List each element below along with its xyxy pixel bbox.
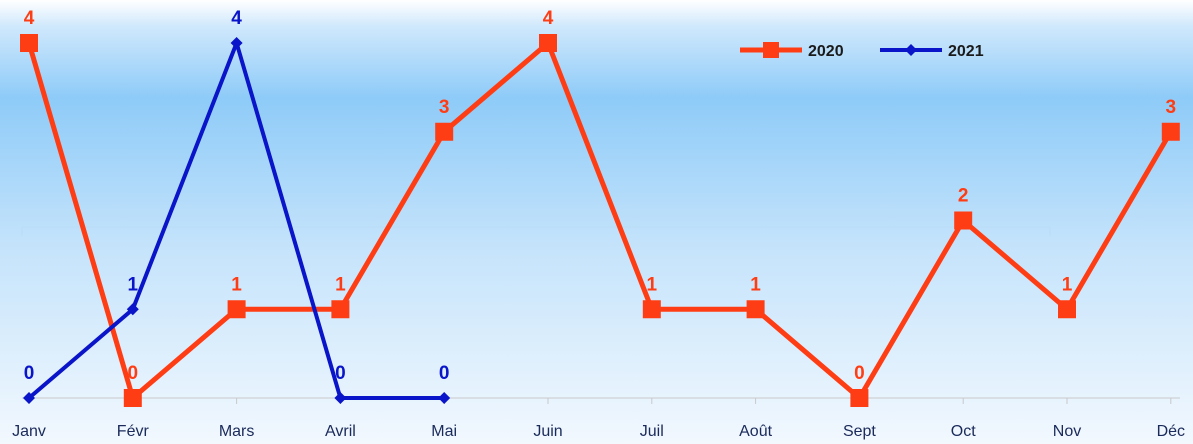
legend: 2020 2021 [740, 42, 984, 60]
legend-label-2021: 2021 [948, 43, 984, 60]
x-tick-label: Nov [1053, 423, 1081, 440]
data-label-2020: 1 [750, 274, 761, 295]
x-tick-label: Févr [117, 423, 150, 440]
data-point-2020 [20, 34, 38, 52]
data-label-2020: 1 [335, 274, 346, 295]
data-point-2020 [227, 300, 246, 319]
data-point-2021 [230, 37, 243, 49]
legend-marker-2021 [905, 44, 917, 56]
x-tick-label: Mars [219, 423, 255, 440]
x-tick-label: Juin [533, 423, 562, 440]
data-label-2021: 0 [439, 363, 450, 384]
data-label-2020: 1 [1062, 274, 1073, 295]
data-label-2020: 2 [958, 186, 969, 207]
x-tick-label: Déc [1157, 423, 1185, 440]
data-point-2020 [123, 389, 142, 407]
x-tick-label: Août [739, 423, 772, 440]
legend-marker-2020 [763, 42, 779, 58]
x-tick-label: Juil [640, 423, 664, 440]
data-label-2021: 0 [24, 363, 35, 384]
data-point-2020 [642, 300, 661, 319]
data-point-2020 [435, 122, 454, 141]
data-point-2021 [126, 303, 139, 316]
labels-group: 4 0 1 1 3 4 1 1 0 2 1 3 0 1 4 0 0 [24, 8, 1176, 384]
data-point-2020 [746, 300, 765, 319]
data-label-2020: 3 [1166, 97, 1177, 118]
data-point-2020 [539, 34, 557, 52]
data-label-2020: 0 [854, 363, 865, 384]
series-line-2020 [26, 40, 1174, 401]
x-tick-label: Avril [325, 423, 356, 440]
data-label-2020: 4 [543, 8, 554, 29]
data-point-2020 [850, 389, 869, 407]
data-label-2020: 0 [128, 363, 139, 384]
data-point-2020 [1161, 122, 1180, 141]
data-point-2020 [954, 211, 973, 230]
data-point-2021 [438, 392, 451, 404]
data-label-2020: 1 [231, 274, 242, 295]
data-label-2020: 3 [439, 97, 450, 118]
data-point-2021 [23, 392, 35, 404]
x-tick-label: Oct [951, 423, 976, 440]
legend-label-2020: 2020 [808, 43, 844, 60]
data-point-2021 [334, 392, 347, 404]
data-label-2020: 1 [647, 274, 658, 295]
axis-group: Janv Févr Mars Avril Mai Juin Juil Août Sept Oct N… [12, 226, 1185, 440]
data-label-2021: 4 [231, 8, 242, 29]
data-label-2021: 0 [335, 363, 346, 384]
x-tick-label: Mai [431, 423, 457, 440]
data-point-2020 [331, 300, 350, 319]
data-point-2020 [1058, 300, 1076, 319]
data-label-2021: 1 [128, 274, 139, 295]
x-tick-label: Sept [843, 423, 876, 440]
series-group [20, 34, 1180, 407]
x-tick-label: Janv [12, 423, 46, 440]
data-label-2020: 4 [24, 8, 35, 29]
